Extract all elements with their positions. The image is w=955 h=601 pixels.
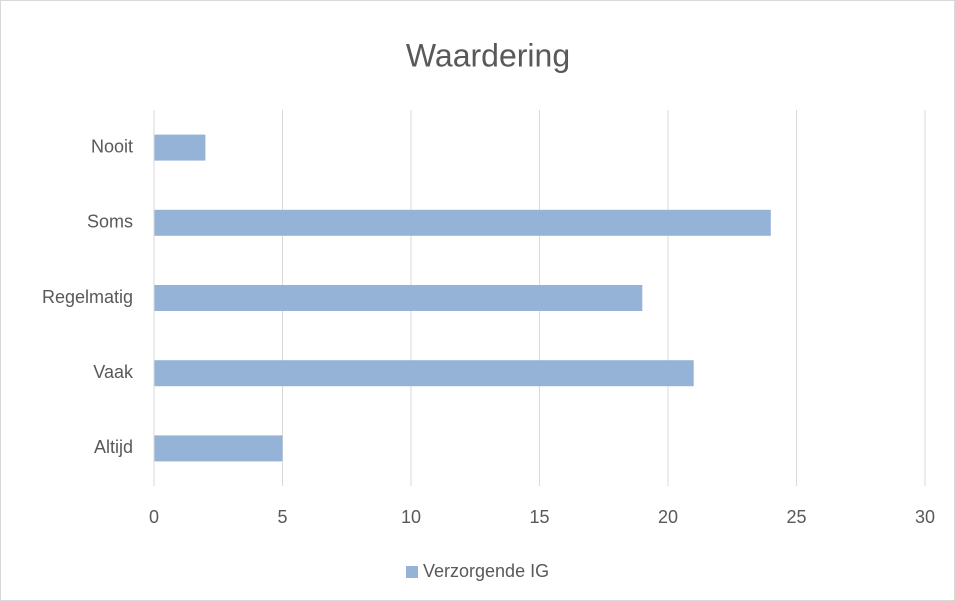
chart-title: Waardering	[406, 37, 570, 73]
y-tick-label: Altijd	[94, 437, 133, 457]
bar	[154, 285, 643, 311]
y-tick-label: Vaak	[93, 362, 134, 382]
x-tick-label: 25	[786, 507, 806, 527]
bar	[154, 360, 694, 387]
bar	[154, 134, 206, 161]
x-tick-label: 10	[401, 507, 421, 527]
legend-swatch	[406, 566, 418, 578]
x-tick-label: 20	[658, 507, 678, 527]
bar	[154, 209, 771, 236]
y-tick-label: Regelmatig	[42, 287, 133, 307]
x-tick-label: 30	[915, 507, 935, 527]
y-tick-label: Nooit	[91, 136, 133, 156]
x-tick-label: 0	[149, 507, 159, 527]
legend-label: Verzorgende IG	[423, 561, 549, 581]
x-tick-label: 5	[277, 507, 287, 527]
y-tick-label: Soms	[87, 212, 133, 232]
x-tick-label: 15	[529, 507, 549, 527]
bar	[154, 435, 283, 462]
